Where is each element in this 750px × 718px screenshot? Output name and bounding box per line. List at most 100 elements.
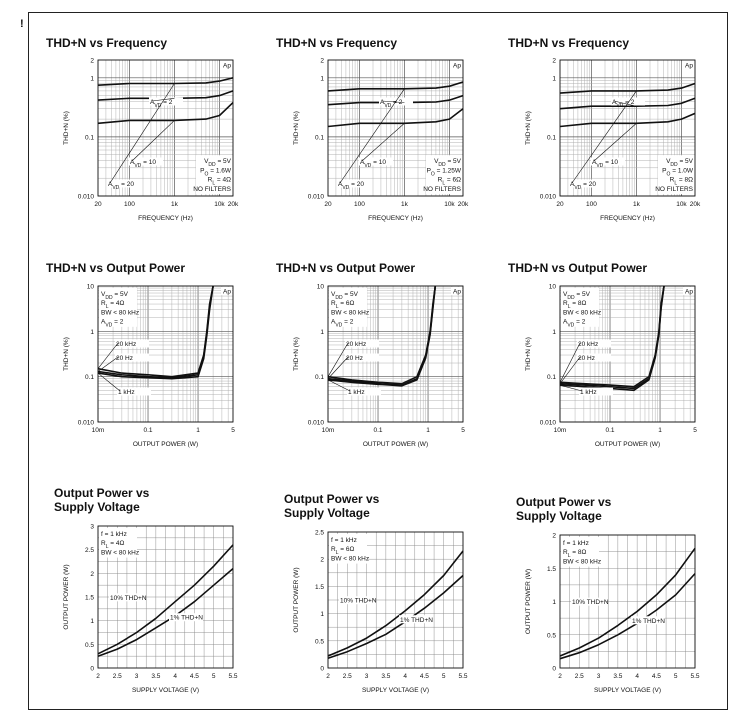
x-tick-label: 4.5 bbox=[420, 673, 429, 680]
annotation-label: 1 kHz bbox=[348, 389, 365, 396]
ap-mark-bg bbox=[221, 287, 232, 295]
annotation-label: 1% THD+N bbox=[170, 615, 203, 622]
y-tick-label: 1 bbox=[90, 329, 94, 336]
conditions-box bbox=[99, 528, 137, 558]
y-axis-label: THD+N (%) bbox=[525, 337, 532, 371]
chart-title: THD+N vs Output Power bbox=[276, 261, 415, 275]
annotation-label: AVD = 20 bbox=[338, 181, 364, 191]
annotation-label: 20 Hz bbox=[346, 355, 363, 362]
plot-frame bbox=[97, 59, 234, 197]
annotation-label: 10% THD+N bbox=[110, 595, 147, 602]
series-line bbox=[559, 285, 665, 392]
chart-title: THD+N vs Frequency bbox=[508, 36, 629, 50]
y-tick-label: 0.5 bbox=[547, 632, 556, 639]
y-tick-label: 0.010 bbox=[78, 420, 95, 427]
y-axis-label: OUTPUT POWER (W) bbox=[525, 569, 532, 634]
ap-mark: Ap bbox=[223, 289, 231, 296]
condition-label: VDD = 5V bbox=[434, 158, 462, 168]
annotation-bg bbox=[129, 157, 163, 166]
annotation-bg bbox=[149, 97, 183, 106]
condition-label: BW < 80 kHz bbox=[101, 309, 139, 316]
x-tick-label: 5.5 bbox=[458, 673, 467, 680]
plot-frame bbox=[559, 534, 696, 669]
annotation-bg bbox=[107, 179, 141, 188]
x-tick-label: 0.1 bbox=[373, 427, 382, 434]
y-tick-label: 0 bbox=[90, 666, 94, 673]
y-tick-label: 1.5 bbox=[547, 566, 556, 573]
annotation-leader bbox=[131, 120, 175, 162]
condition-label: RL = 4Ω bbox=[101, 540, 125, 550]
condition-label: f = 1 kHz bbox=[563, 540, 589, 547]
y-tick-label: 2 bbox=[552, 533, 556, 540]
chart-subtitle: Supply Voltage bbox=[54, 500, 140, 514]
x-tick-label: 2.5 bbox=[575, 673, 584, 680]
y-tick-label: 0 bbox=[552, 666, 556, 673]
annotation-bg bbox=[109, 593, 143, 602]
x-tick-label: 100 bbox=[586, 201, 597, 208]
condition-label: NO FILTERS bbox=[193, 186, 231, 193]
conditions-box bbox=[658, 155, 696, 194]
annotation-label: 10% THD+N bbox=[340, 598, 377, 605]
condition-label: AVD = 2 bbox=[101, 319, 124, 329]
x-tick-label: 5.5 bbox=[690, 673, 699, 680]
conditions-box bbox=[426, 155, 464, 194]
y-tick-label: 0.1 bbox=[315, 374, 324, 381]
x-tick-label: 3.5 bbox=[151, 673, 160, 680]
annotation-bg bbox=[571, 597, 605, 606]
x-tick-label: 1 bbox=[196, 427, 200, 434]
x-tick-label: 20k bbox=[458, 201, 469, 208]
y-tick-label: 1 bbox=[320, 611, 324, 618]
y-tick-label: 2 bbox=[90, 571, 94, 578]
ap-mark: Ap bbox=[685, 63, 693, 70]
ap-mark-bg bbox=[683, 61, 694, 69]
x-axis-label: SUPPLY VOLTAGE (V) bbox=[132, 687, 199, 694]
y-tick-label: 10 bbox=[549, 284, 557, 291]
y-tick-label: 1 bbox=[552, 599, 556, 606]
condition-label: RL = 8Ω bbox=[563, 300, 587, 310]
annotation-bg bbox=[591, 157, 625, 166]
series-line bbox=[97, 90, 234, 101]
plot-frame bbox=[559, 285, 696, 423]
x-axis-label: SUPPLY VOLTAGE (V) bbox=[362, 687, 429, 694]
y-tick-label: 0.010 bbox=[308, 420, 325, 427]
chart-subtitle: Supply Voltage bbox=[284, 506, 370, 520]
condition-label: PO = 1.0W bbox=[662, 167, 694, 177]
x-tick-label: 3.5 bbox=[613, 673, 622, 680]
y-tick-label: 3 bbox=[90, 524, 94, 531]
series-line bbox=[559, 97, 696, 110]
series-line bbox=[97, 285, 214, 380]
y-axis-label: OUTPUT POWER (W) bbox=[293, 567, 300, 632]
y-tick-label: 1 bbox=[552, 75, 556, 82]
x-tick-label: 4 bbox=[173, 673, 177, 680]
x-tick-label: 5.5 bbox=[228, 673, 237, 680]
x-tick-label: 5 bbox=[693, 427, 697, 434]
annotation-label: AVD = 10 bbox=[130, 159, 156, 169]
annotation-label: 20 kHz bbox=[578, 341, 598, 348]
series-line bbox=[327, 285, 437, 387]
annotation-bg bbox=[577, 353, 611, 362]
annotation-label: 1% THD+N bbox=[400, 617, 433, 624]
y-axis-label: THD+N (%) bbox=[293, 337, 300, 371]
annotation-label: AVD = 20 bbox=[108, 181, 134, 191]
x-tick-label: 4.5 bbox=[652, 673, 661, 680]
y-tick-label: 0.010 bbox=[540, 420, 557, 427]
y-tick-label: 0.5 bbox=[85, 642, 94, 649]
condition-label: BW < 80 kHz bbox=[563, 558, 601, 565]
y-tick-label: 2 bbox=[320, 557, 324, 564]
condition-label: BW < 80 kHz bbox=[331, 555, 369, 562]
annotation-leader bbox=[327, 342, 349, 377]
x-tick-label: 3 bbox=[365, 673, 369, 680]
conditions-box bbox=[99, 288, 137, 327]
annotation-bg bbox=[347, 387, 381, 396]
x-tick-label: 5 bbox=[674, 673, 678, 680]
plot-frame bbox=[97, 285, 234, 423]
condition-label: RL = 4Ω bbox=[101, 300, 125, 310]
chart-title: THD+N vs Output Power bbox=[508, 261, 647, 275]
condition-label: BW < 80 kHz bbox=[101, 549, 139, 556]
condition-label: RL = 6Ω bbox=[331, 300, 355, 310]
